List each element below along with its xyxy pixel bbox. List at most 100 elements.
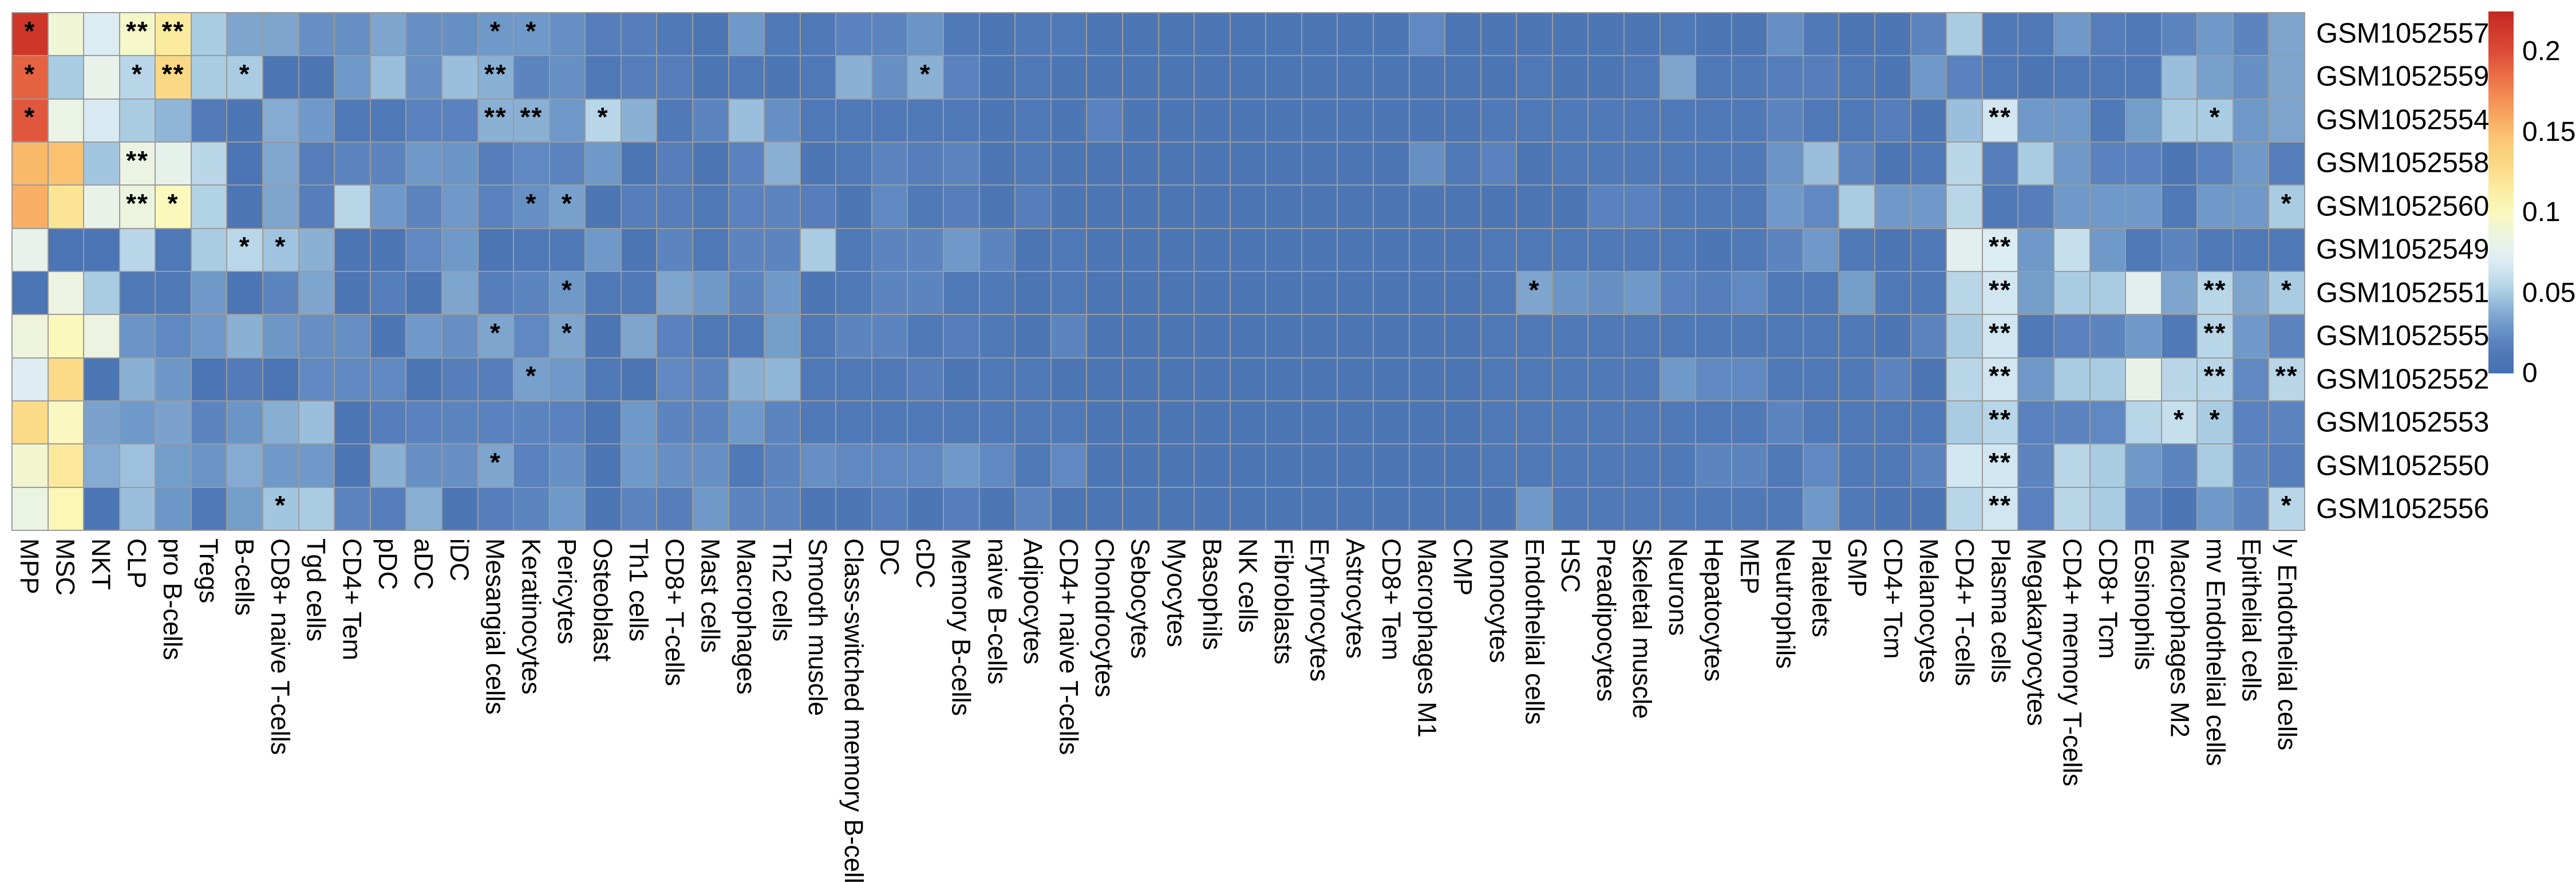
- heatmap-cell: [263, 272, 298, 314]
- heatmap-cell: [1087, 56, 1122, 99]
- heatmap-cell: [765, 186, 800, 228]
- heatmap-cell: [1051, 56, 1086, 99]
- heatmap-cell: [872, 99, 907, 141]
- heatmap-cell: [2269, 315, 2304, 357]
- heatmap-cell: [1660, 315, 1696, 357]
- x-axis-label: Endothelial cells: [1520, 538, 1550, 725]
- heatmap-cell: [2198, 56, 2233, 99]
- heatmap-cell: [1051, 315, 1086, 357]
- heatmap-cell: [299, 358, 334, 400]
- heatmap-cell: [2054, 186, 2089, 228]
- heatmap-cell: [1159, 358, 1194, 400]
- heatmap-cell: *: [2198, 99, 2233, 141]
- significance-mark: *: [24, 15, 36, 46]
- heatmap-cell: [2090, 229, 2125, 271]
- heatmap-cell: [1839, 272, 1875, 314]
- heatmap-cell: [693, 99, 728, 141]
- heatmap-cell: [191, 186, 227, 228]
- significance-mark: **: [1989, 490, 2012, 521]
- heatmap-cell: [979, 487, 1015, 530]
- significance-mark: *: [489, 15, 501, 46]
- heatmap-cell: [1552, 487, 1588, 530]
- heatmap-cell: [1732, 272, 1767, 314]
- heatmap-cell: [1266, 272, 1301, 314]
- heatmap-cell: [550, 401, 585, 444]
- heatmap-cell: [2126, 229, 2161, 271]
- heatmap-cell: [1087, 358, 1122, 400]
- heatmap-cell: [2162, 13, 2197, 56]
- heatmap-cell: [406, 13, 441, 56]
- heatmap-cell: [1302, 56, 1337, 99]
- heatmap-cell: [335, 444, 370, 487]
- heatmap-cell: [2198, 143, 2233, 185]
- heatmap-cell: [2126, 487, 2161, 530]
- heatmap-cell: [1839, 186, 1875, 228]
- heatmap-cell: [2269, 229, 2304, 271]
- heatmap-cell: [1016, 272, 1050, 314]
- heatmap-cell: [191, 13, 227, 56]
- heatmap-cell: [2054, 272, 2089, 314]
- heatmap-cell: [2269, 444, 2304, 487]
- heatmap-cell: [1768, 99, 1803, 141]
- x-axis-label: mv Endothelial cells: [2200, 538, 2230, 766]
- heatmap-cell: [1123, 401, 1158, 444]
- heatmap-cell: [1230, 315, 1266, 357]
- heatmap-cell: [621, 99, 657, 141]
- heatmap-cell: [1123, 444, 1158, 487]
- heatmap-cell: [2233, 56, 2269, 99]
- heatmap-cell: [1230, 229, 1266, 271]
- heatmap-cell: [657, 315, 692, 357]
- heatmap-cell: [979, 143, 1015, 185]
- heatmap-cell: **: [478, 99, 513, 141]
- heatmap-cell: [1016, 56, 1050, 99]
- colorbar-tick-label: 0.15: [2522, 116, 2576, 147]
- heatmap-cell: [2233, 401, 2269, 444]
- heatmap-cell: [586, 358, 621, 400]
- heatmap-cell: [514, 229, 549, 271]
- heatmap-cell: [2018, 315, 2053, 357]
- x-axis-label: CD8+ T-cells: [659, 538, 689, 687]
- heatmap-cell: [1625, 315, 1660, 357]
- heatmap-cell: [1947, 487, 1982, 530]
- heatmap-cell: [550, 99, 585, 141]
- heatmap-cell: [263, 143, 298, 185]
- heatmap-cell: [1660, 401, 1696, 444]
- heatmap-cell: [2233, 487, 2269, 530]
- heatmap-cell: [1481, 358, 1516, 400]
- heatmap-cell: [2162, 358, 2197, 400]
- heatmap-cell: [1409, 358, 1445, 400]
- heatmap-cell: [1016, 13, 1050, 56]
- heatmap-cell: [944, 358, 979, 400]
- heatmap-cell: [2162, 229, 2197, 271]
- heatmap-cell: [2090, 13, 2125, 56]
- x-axis-label: CD8+ Tem: [1376, 538, 1406, 661]
- heatmap-cell: *: [550, 272, 585, 314]
- heatmap-cell: [1016, 143, 1050, 185]
- heatmap-cell: [1625, 186, 1660, 228]
- heatmap-cell: [156, 315, 191, 357]
- heatmap-cell: [1589, 358, 1624, 400]
- significance-mark: **: [1989, 404, 2012, 434]
- y-axis-label: GSM1052558: [2316, 147, 2490, 179]
- heatmap-cell: [2054, 143, 2089, 185]
- significance-mark: **: [1989, 102, 2012, 132]
- heatmap-cell: [406, 99, 441, 141]
- significance-mark: *: [2209, 102, 2221, 132]
- significance-mark: *: [919, 58, 931, 89]
- heatmap-cell: [1911, 401, 1946, 444]
- heatmap-cell: [1445, 401, 1480, 444]
- heatmap-cell: [1195, 229, 1230, 271]
- heatmap-cell: [2126, 401, 2161, 444]
- heatmap-cell: [48, 444, 84, 487]
- heatmap-cell: [48, 143, 84, 185]
- heatmap-cell: [586, 315, 621, 357]
- heatmap-cell: [191, 401, 227, 444]
- heatmap-cell: [478, 487, 513, 530]
- heatmap-cell: [908, 315, 943, 357]
- heatmap-cell: [1660, 56, 1696, 99]
- heatmap-cell: [944, 229, 979, 271]
- heatmap-cell: [2162, 444, 2197, 487]
- heatmap-cell: [729, 143, 764, 185]
- heatmap-cell: [1338, 229, 1373, 271]
- heatmap-cell: [1947, 272, 1982, 314]
